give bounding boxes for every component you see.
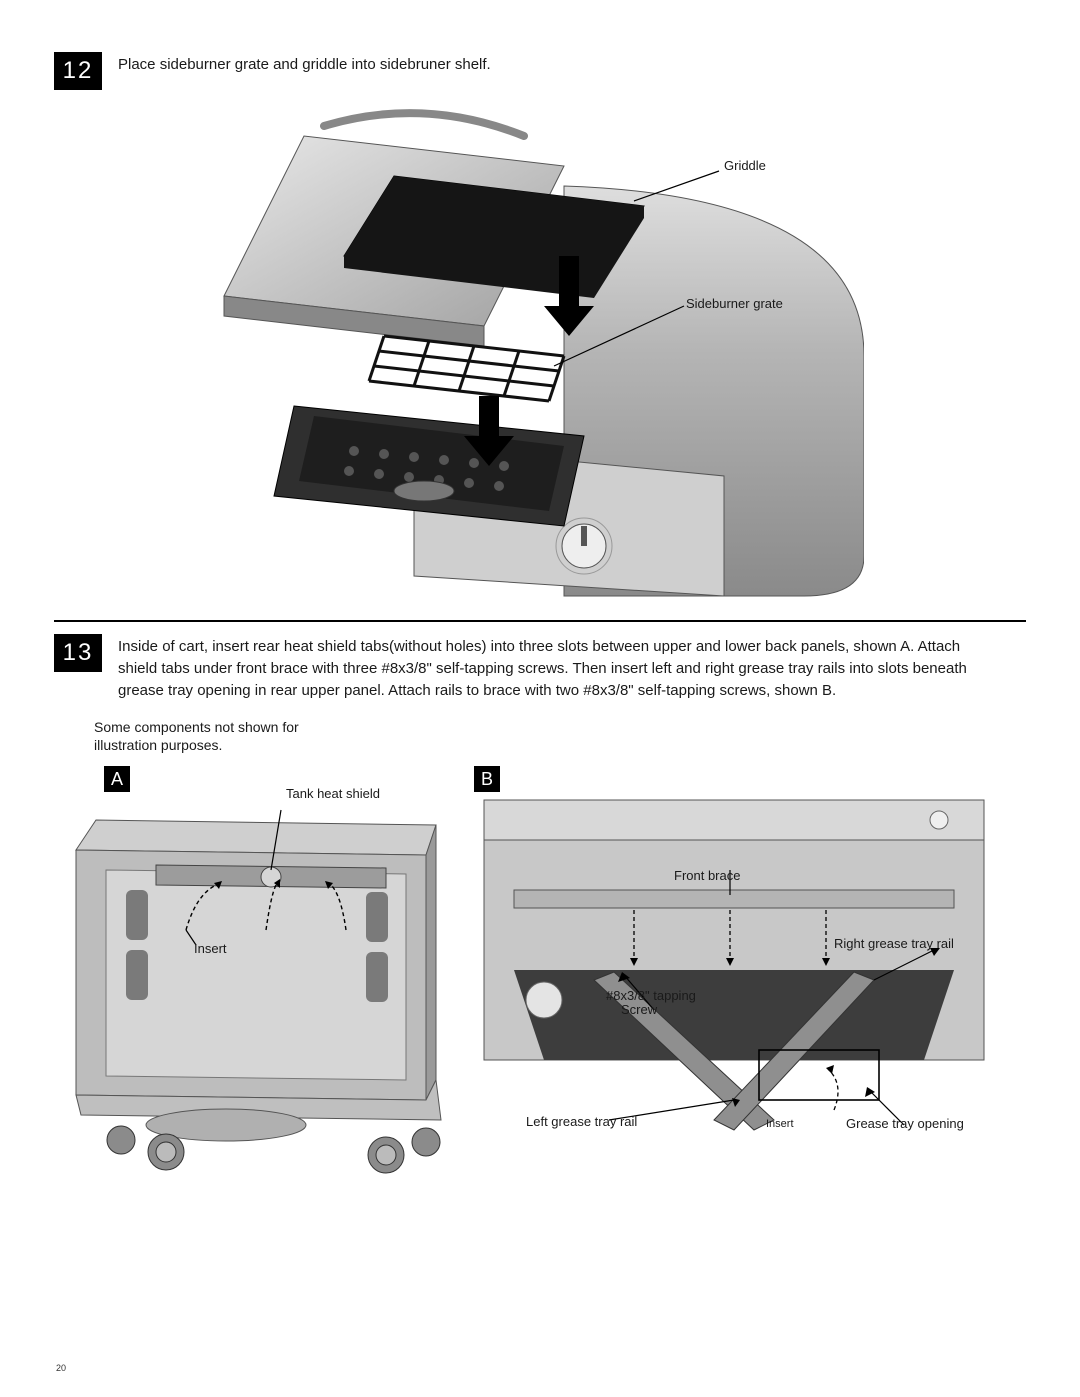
label-front-brace: Front brace [674, 868, 740, 883]
step-13-figure: A [46, 766, 1016, 1196]
step-13-instruction: Inside of cart, insert rear heat shield … [118, 634, 998, 701]
panel-a-svg [46, 780, 466, 1190]
label-screw-line1: #8x3/8" tapping [606, 988, 696, 1003]
step-12-header: 12 Place sideburner grate and griddle in… [54, 52, 1026, 90]
step-12: 12 Place sideburner grate and griddle in… [54, 52, 1026, 606]
step-12-figure: Griddle Sideburner grate [164, 96, 864, 606]
manual-page: 12 Place sideburner grate and griddle in… [0, 0, 1080, 1397]
label-screw-line2: Screw [621, 1002, 657, 1017]
label-left-rail: Left grease tray rail [526, 1114, 637, 1129]
label-insert-a: Insert [194, 941, 227, 956]
step-12-number-badge: 12 [54, 52, 102, 90]
label-right-rail: Right grease tray rail [834, 936, 954, 951]
label-insert-b: Insert [766, 1118, 794, 1130]
page-number: 20 [56, 1363, 66, 1373]
label-tank-heat-shield: Tank heat shield [286, 786, 380, 801]
section-divider [54, 620, 1026, 622]
step-12-instruction: Place sideburner grate and griddle into … [118, 52, 491, 76]
label-sideburner-grate: Sideburner grate [686, 296, 783, 311]
step-13-note: Some components not shown for illustrati… [94, 719, 354, 754]
label-grease-opening: Grease tray opening [846, 1116, 964, 1131]
step-13: 13 Inside of cart, insert rear heat shie… [54, 634, 1026, 1196]
label-griddle: Griddle [724, 158, 766, 173]
step-13-number-badge: 13 [54, 634, 102, 672]
step-13-header: 13 Inside of cart, insert rear heat shie… [54, 634, 1026, 701]
